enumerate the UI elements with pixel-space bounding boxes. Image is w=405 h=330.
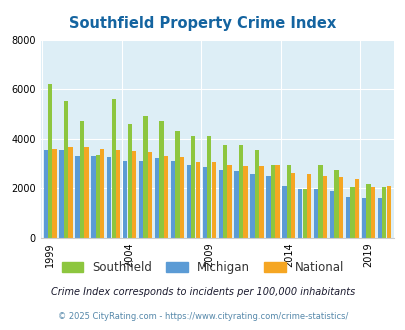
Bar xyxy=(164,156,168,238)
Bar xyxy=(297,189,302,238)
Bar xyxy=(306,175,311,238)
Bar xyxy=(123,161,127,238)
Bar xyxy=(286,165,290,238)
Bar xyxy=(202,167,207,238)
Bar xyxy=(270,165,274,238)
Bar xyxy=(75,156,79,238)
Bar xyxy=(52,148,57,238)
Bar xyxy=(254,150,258,238)
Bar xyxy=(266,176,270,238)
Bar xyxy=(96,155,100,238)
Bar xyxy=(100,148,104,238)
Bar xyxy=(143,116,147,238)
Bar xyxy=(329,190,333,238)
Bar xyxy=(222,145,227,238)
Bar xyxy=(211,162,215,238)
Bar xyxy=(218,170,222,238)
Bar xyxy=(350,187,354,238)
Bar xyxy=(80,121,84,238)
Bar xyxy=(139,161,143,238)
Bar xyxy=(318,165,322,238)
Text: Southfield Property Crime Index: Southfield Property Crime Index xyxy=(69,16,336,31)
Bar xyxy=(302,189,306,238)
Bar xyxy=(48,84,52,238)
Bar xyxy=(127,124,132,238)
Bar xyxy=(386,185,390,238)
Bar xyxy=(186,165,191,238)
Bar xyxy=(234,171,238,238)
Bar xyxy=(281,185,286,238)
Bar xyxy=(191,136,195,238)
Bar xyxy=(238,145,243,238)
Bar xyxy=(59,150,64,238)
Bar xyxy=(147,152,152,238)
Bar xyxy=(243,166,247,238)
Bar xyxy=(171,161,175,238)
Bar xyxy=(43,150,48,238)
Text: Crime Index corresponds to incidents per 100,000 inhabitants: Crime Index corresponds to incidents per… xyxy=(51,287,354,297)
Bar xyxy=(64,102,68,238)
Bar xyxy=(91,156,95,238)
Bar xyxy=(275,165,279,238)
Bar xyxy=(361,198,365,238)
Bar xyxy=(155,158,159,238)
Bar xyxy=(354,180,358,238)
Bar xyxy=(207,136,211,238)
Bar xyxy=(313,189,318,238)
Text: © 2025 CityRating.com - https://www.cityrating.com/crime-statistics/: © 2025 CityRating.com - https://www.city… xyxy=(58,312,347,321)
Bar xyxy=(290,173,295,238)
Bar xyxy=(175,131,179,238)
Bar xyxy=(338,177,342,238)
Bar xyxy=(84,147,88,238)
Bar xyxy=(322,176,326,238)
Bar xyxy=(68,147,72,238)
Bar xyxy=(345,197,349,238)
Bar xyxy=(259,166,263,238)
Bar xyxy=(107,157,111,238)
Bar xyxy=(334,170,338,238)
Bar xyxy=(159,121,163,238)
Bar xyxy=(132,151,136,238)
Bar xyxy=(377,198,381,238)
Bar xyxy=(179,157,183,238)
Bar xyxy=(116,150,120,238)
Bar xyxy=(195,162,199,238)
Bar xyxy=(227,165,231,238)
Legend: Southfield, Michigan, National: Southfield, Michigan, National xyxy=(55,255,350,280)
Bar xyxy=(381,187,386,238)
Bar xyxy=(111,99,116,238)
Bar xyxy=(250,175,254,238)
Bar xyxy=(365,184,370,238)
Bar xyxy=(370,187,374,238)
